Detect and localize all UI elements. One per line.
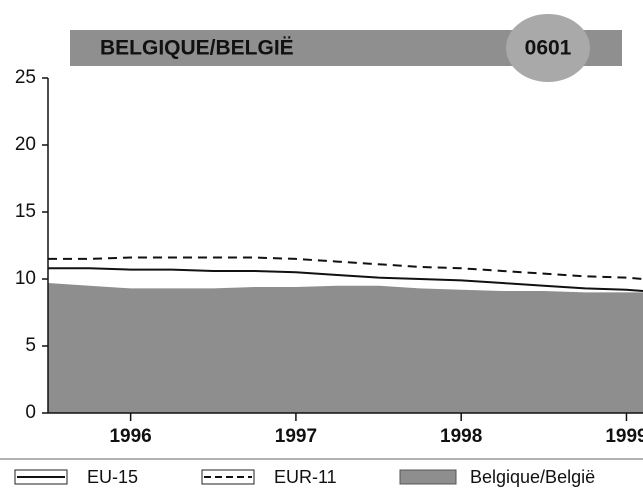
- y-tick-label: 25: [15, 67, 36, 88]
- chart-title: BELGIQUE/BELGIË: [100, 37, 294, 60]
- line: [48, 256, 643, 280]
- legend-label: EUR-11: [274, 467, 337, 487]
- x-tick-label: 1997: [275, 426, 317, 447]
- badge-oval: [506, 14, 590, 82]
- line: [48, 267, 643, 293]
- y-tick-label: 10: [15, 268, 36, 289]
- y-tick-label: 15: [15, 201, 36, 222]
- legend-label: EU-15: [87, 467, 138, 487]
- y-tick-label: 0: [25, 402, 36, 423]
- x-tick-label: 1998: [440, 426, 482, 447]
- legend-swatch: [399, 469, 457, 485]
- legend-label: Belgique/België: [470, 467, 595, 487]
- y-tick-label: 20: [15, 134, 36, 155]
- area: [48, 283, 643, 413]
- x-tick-label: 1996: [109, 426, 151, 447]
- badge: 0601: [525, 37, 572, 60]
- x-tick-label: 1999: [605, 426, 643, 447]
- y-tick-label: 5: [25, 335, 36, 356]
